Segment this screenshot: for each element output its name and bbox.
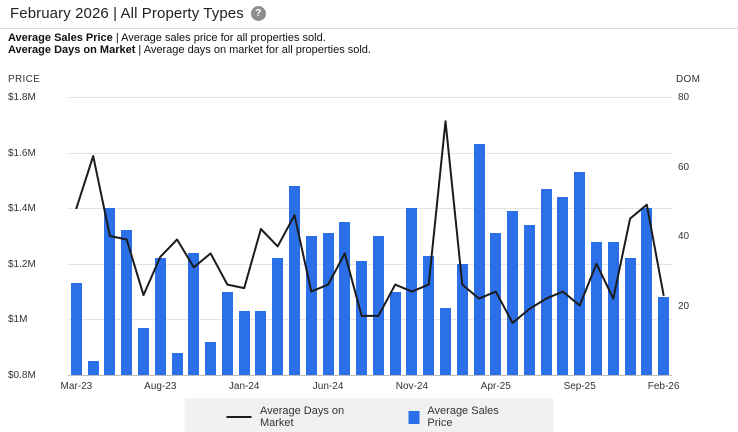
x-axis-tick: Mar-23 [60, 381, 93, 392]
left-axis-tick: $1.8M [8, 92, 36, 103]
price-bar[interactable] [221, 291, 233, 375]
price-bar[interactable] [490, 233, 502, 375]
x-axis-tick: Aug-23 [144, 381, 177, 392]
x-axis-tick: Jun-24 [312, 381, 344, 392]
header: February 2026 | All Property Types ? [10, 5, 266, 22]
x-axis-tick: Feb-26 [647, 381, 680, 392]
right-axis-tick: 20 [678, 300, 690, 312]
price-bar[interactable] [289, 186, 300, 375]
desc-term-price: Average Sales Price [8, 32, 113, 44]
price-bar[interactable] [104, 208, 116, 375]
series-description-price: Average Sales Price | Average sales pric… [8, 32, 326, 44]
price-bar[interactable] [171, 352, 183, 375]
price-bar[interactable] [70, 283, 82, 375]
price-bar[interactable] [238, 311, 250, 375]
price-bar[interactable] [574, 172, 586, 375]
price-bar[interactable] [406, 208, 418, 375]
price-bar[interactable] [440, 308, 451, 375]
desc-text-dom: | Average days on market for all propert… [135, 44, 371, 56]
line-swatch-icon [226, 416, 252, 418]
right-axis-tick: 40 [678, 231, 690, 242]
right-axis-tick: 80 [678, 92, 690, 103]
price-bar[interactable] [138, 327, 149, 375]
right-axis-tick: 60 [678, 161, 690, 173]
legend-label-price: Average Sales Price [427, 405, 499, 429]
right-axis-title: DOM [676, 74, 701, 85]
gridline [68, 375, 672, 376]
price-bar[interactable] [272, 258, 284, 375]
left-axis-tick: $1.2M [8, 258, 36, 270]
x-axis-tick: Nov-24 [395, 381, 429, 392]
price-bar[interactable] [205, 341, 217, 375]
price-bar[interactable] [188, 252, 200, 375]
price-bar[interactable] [121, 230, 133, 375]
price-bar[interactable] [624, 258, 636, 375]
chart-legend: Average Days on Market Average Sales Pri… [184, 398, 554, 432]
left-axis-tick: $1.4M [8, 203, 36, 215]
price-bar[interactable] [540, 188, 552, 375]
price-bar[interactable] [423, 255, 435, 375]
x-axis-tick: Apr-25 [480, 381, 511, 392]
gridline [68, 97, 672, 98]
legend-label-dom: Average Days on Market [259, 405, 345, 429]
price-bar[interactable] [372, 236, 384, 375]
price-bar[interactable] [339, 222, 351, 375]
price-bar[interactable] [658, 297, 670, 375]
price-bar[interactable] [305, 236, 317, 375]
price-bar[interactable] [154, 258, 166, 375]
legend-item-dom[interactable]: Average Days on Market [226, 405, 363, 429]
price-bar[interactable] [507, 211, 519, 375]
left-axis-tick: $1.6M [8, 147, 36, 159]
x-axis-tick: Sep-25 [563, 381, 596, 392]
desc-text-price: | Average sales price for all properties… [112, 32, 326, 44]
gridline [68, 152, 672, 154]
help-icon[interactable]: ? [250, 6, 266, 21]
price-bar[interactable] [456, 263, 468, 375]
page-title: February 2026 | All Property Types [10, 5, 244, 22]
price-bar[interactable] [591, 241, 602, 375]
legend-item-price[interactable]: Average Sales Price [408, 405, 511, 429]
square-swatch-icon [408, 410, 420, 424]
desc-term-dom: Average Days on Market [8, 44, 136, 56]
x-axis-tick: Jan-24 [228, 381, 260, 392]
price-bar[interactable] [557, 197, 569, 375]
price-bar[interactable] [389, 291, 401, 375]
price-bar[interactable] [322, 233, 334, 375]
header-divider [0, 28, 738, 29]
price-bar[interactable] [255, 311, 267, 375]
price-bar[interactable] [607, 241, 619, 375]
left-axis-title: PRICE [8, 74, 41, 85]
left-axis-tick: $1M [8, 314, 28, 326]
price-bar[interactable] [473, 144, 485, 375]
left-axis-tick: $0.8M [8, 370, 36, 381]
price-bar[interactable] [356, 261, 368, 375]
series-description-dom: Average Days on Market | Average days on… [8, 44, 371, 56]
price-bar[interactable] [523, 224, 535, 375]
price-bar[interactable] [641, 208, 653, 375]
price-bar[interactable] [87, 361, 99, 375]
